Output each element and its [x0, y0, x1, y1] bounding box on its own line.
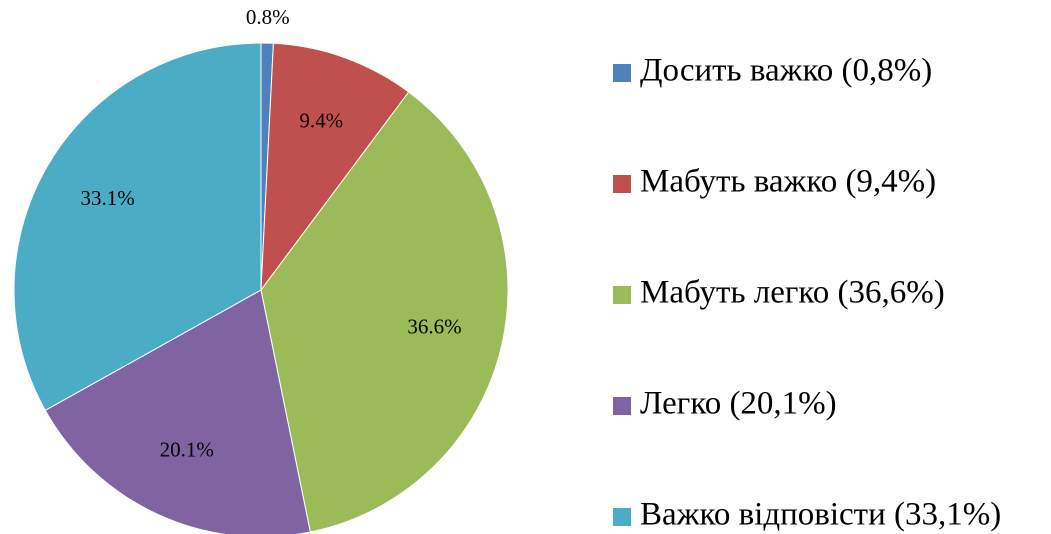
legend-swatch — [613, 64, 631, 82]
pie-slice — [260, 91, 509, 533]
data-label: 33.1% — [81, 186, 135, 210]
legend-swatch — [613, 508, 631, 526]
data-label: 36.6% — [407, 315, 461, 339]
legend-label: Мабуть легко (36,6%) — [640, 275, 945, 311]
legend-label: Мабуть важко (9,4%) — [640, 164, 936, 200]
legend-label: Легко (20,1%) — [640, 386, 837, 422]
pie-slice — [260, 42, 410, 292]
legend-swatch — [613, 286, 631, 304]
data-label: 0.8% — [246, 5, 290, 29]
legend-swatch — [613, 175, 631, 193]
legend-label: Важко відповісти (33,1%) — [640, 497, 1001, 533]
legend-swatch — [613, 397, 631, 415]
pie-slice — [13, 42, 262, 412]
data-label: 9.4% — [299, 108, 343, 132]
pie-slice — [44, 289, 311, 534]
legend-label: Досить важко (0,8%) — [640, 53, 932, 89]
data-label: 20.1% — [160, 437, 214, 461]
